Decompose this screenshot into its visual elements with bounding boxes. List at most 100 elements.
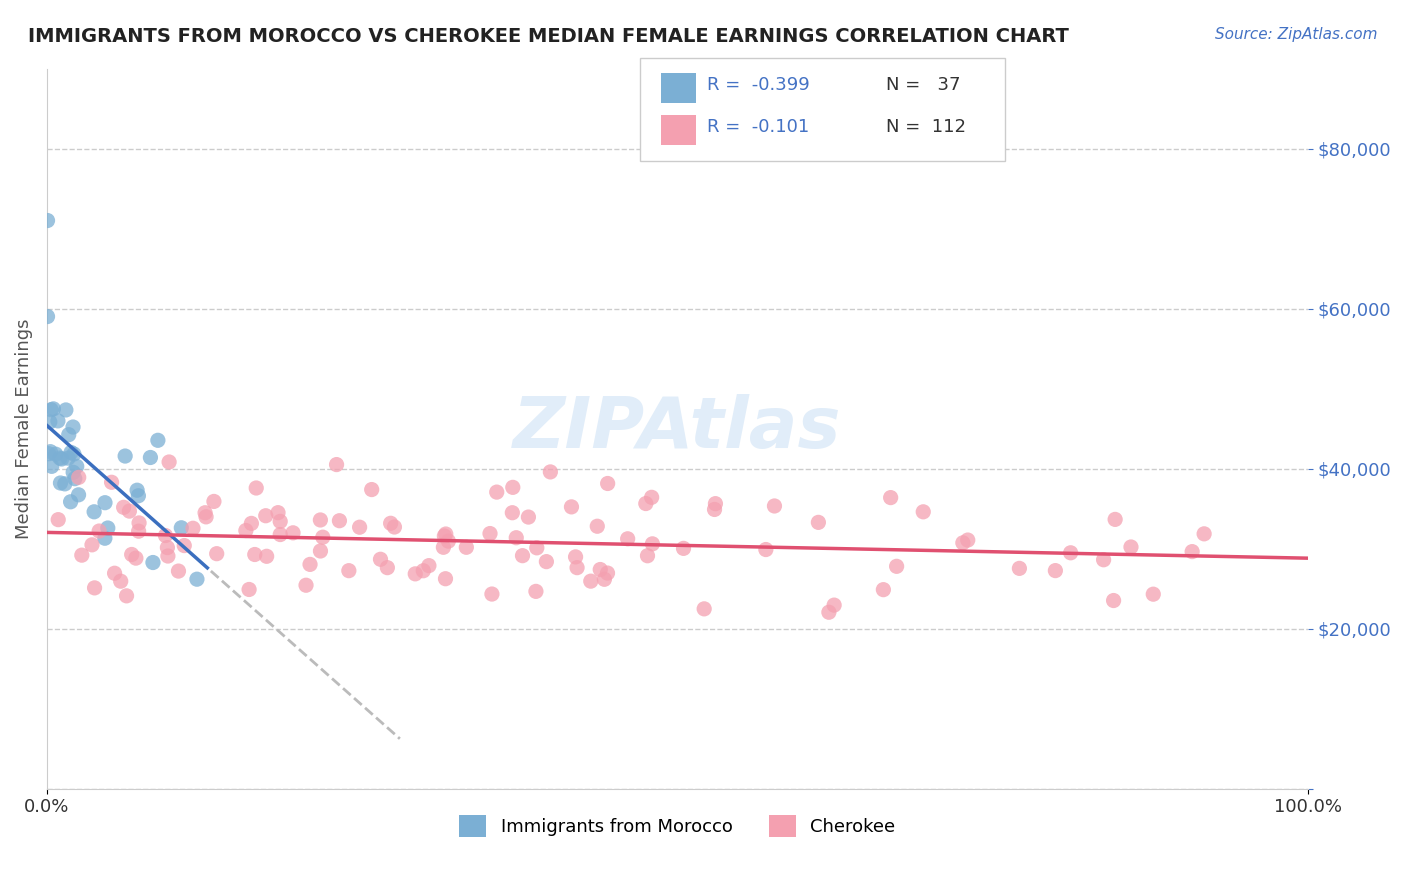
Cherokee — [560, 500, 582, 514]
Immigrants from Morocco — [39, 444, 62, 458]
Cherokee — [128, 516, 150, 530]
Cherokee — [1102, 593, 1125, 607]
Legend: Immigrants from Morocco, Cherokee: Immigrants from Morocco, Cherokee — [451, 808, 903, 845]
Cherokee — [589, 562, 612, 576]
Cherokee — [616, 532, 638, 546]
Cherokee — [384, 520, 406, 534]
Cherokee — [243, 548, 266, 562]
Immigrants from Morocco — [62, 420, 84, 434]
Cherokee — [404, 566, 426, 581]
Cherokee — [103, 566, 125, 581]
Cherokee — [295, 578, 318, 592]
Cherokee — [299, 558, 322, 572]
Immigrants from Morocco — [56, 451, 79, 466]
Cherokee — [89, 524, 111, 538]
Immigrants from Morocco — [94, 496, 117, 510]
Cherokee — [437, 534, 460, 549]
Y-axis label: Median Female Earnings: Median Female Earnings — [15, 318, 32, 539]
Cherokee — [110, 574, 132, 589]
Cherokee — [312, 530, 335, 544]
Text: N =   37: N = 37 — [886, 76, 960, 94]
Immigrants from Morocco — [186, 572, 208, 586]
Text: N =  112: N = 112 — [886, 118, 966, 136]
Immigrants from Morocco — [49, 475, 72, 490]
Cherokee — [703, 502, 725, 516]
Cherokee — [634, 497, 657, 511]
Cherokee — [67, 470, 90, 484]
Cherokee — [807, 516, 830, 530]
Cherokee — [155, 528, 177, 542]
Cherokee — [269, 515, 291, 529]
Cherokee — [377, 560, 399, 574]
Cherokee — [235, 524, 257, 538]
Cherokee — [360, 483, 382, 497]
Cherokee — [370, 552, 392, 566]
Immigrants from Morocco — [38, 447, 60, 461]
Text: R =  -0.101: R = -0.101 — [707, 118, 810, 136]
Cherokee — [434, 527, 457, 541]
Cherokee — [481, 587, 503, 601]
Cherokee — [505, 531, 527, 545]
Immigrants from Morocco — [60, 445, 83, 459]
Cherokee — [181, 521, 204, 535]
Cherokee — [194, 506, 217, 520]
Cherokee — [112, 500, 135, 515]
Cherokee — [693, 602, 716, 616]
Cherokee — [115, 589, 138, 603]
Cherokee — [456, 541, 478, 555]
Cherokee — [641, 537, 664, 551]
Cherokee — [704, 497, 727, 511]
Immigrants from Morocco — [63, 447, 86, 461]
Cherokee — [309, 544, 332, 558]
Immigrants from Morocco — [38, 415, 60, 429]
Immigrants from Morocco — [114, 449, 136, 463]
Cherokee — [579, 574, 602, 589]
Cherokee — [195, 509, 218, 524]
Cherokee — [167, 564, 190, 578]
Cherokee — [118, 504, 141, 518]
Cherokee — [157, 455, 180, 469]
Cherokee — [256, 549, 278, 564]
Immigrants from Morocco — [62, 466, 84, 480]
Cherokee — [83, 581, 105, 595]
Cherokee — [538, 465, 561, 479]
Cherokee — [501, 506, 523, 520]
Immigrants from Morocco — [67, 488, 90, 502]
Cherokee — [418, 558, 440, 573]
Cherokee — [952, 536, 974, 550]
Cherokee — [254, 508, 277, 523]
Immigrants from Morocco — [59, 495, 82, 509]
Immigrants from Morocco — [66, 459, 89, 474]
Immigrants from Morocco — [170, 521, 193, 535]
Immigrants from Morocco — [55, 403, 77, 417]
Immigrants from Morocco — [58, 427, 80, 442]
Cherokee — [479, 526, 502, 541]
Cherokee — [823, 598, 845, 612]
Cherokee — [637, 549, 659, 563]
Cherokee — [640, 491, 662, 505]
Text: ZIPAtlas: ZIPAtlas — [513, 394, 841, 463]
Cherokee — [1192, 526, 1215, 541]
Immigrants from Morocco — [83, 505, 105, 519]
Text: IMMIGRANTS FROM MOROCCO VS CHEROKEE MEDIAN FEMALE EARNINGS CORRELATION CHART: IMMIGRANTS FROM MOROCCO VS CHEROKEE MEDI… — [28, 27, 1069, 45]
Cherokee — [156, 549, 179, 563]
Cherokee — [205, 547, 228, 561]
Cherokee — [46, 513, 69, 527]
Cherokee — [502, 480, 524, 494]
Immigrants from Morocco — [127, 483, 149, 498]
Cherokee — [173, 539, 195, 553]
Cherokee — [536, 555, 558, 569]
Cherokee — [526, 541, 548, 555]
Cherokee — [596, 476, 619, 491]
Immigrants from Morocco — [97, 521, 120, 535]
Cherokee — [100, 475, 122, 490]
Cherokee — [755, 542, 778, 557]
Cherokee — [121, 548, 143, 562]
Immigrants from Morocco — [45, 447, 67, 461]
Cherokee — [281, 525, 304, 540]
Cherokee — [128, 524, 150, 538]
Cherokee — [80, 538, 103, 552]
Immigrants from Morocco — [37, 213, 59, 227]
Immigrants from Morocco — [49, 451, 72, 466]
Text: R =  -0.399: R = -0.399 — [707, 76, 810, 94]
